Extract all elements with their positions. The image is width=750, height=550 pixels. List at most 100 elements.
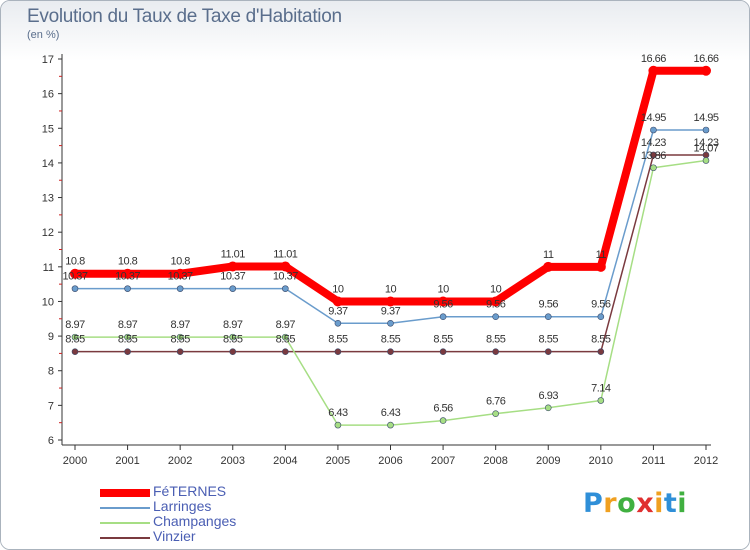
data-label: 9.56 xyxy=(433,299,453,311)
data-label: 7.14 xyxy=(591,383,611,395)
legend-swatch xyxy=(100,537,150,539)
x-tick-label: 2004 xyxy=(273,455,297,467)
data-label: 6.43 xyxy=(381,407,401,419)
logo-letter: o xyxy=(617,488,637,519)
data-label: 8.55 xyxy=(170,334,190,346)
data-label: 8.55 xyxy=(328,334,348,346)
data-label: 8.97 xyxy=(223,319,243,331)
data-point xyxy=(650,126,657,134)
y-tick-label: 17 xyxy=(42,54,54,66)
data-label: 10.37 xyxy=(220,271,245,283)
data-label: 10.37 xyxy=(62,271,87,283)
data-point xyxy=(490,296,501,307)
data-label: 10.8 xyxy=(65,256,85,268)
data-label: 9.56 xyxy=(486,299,506,311)
y-tick-label: 12 xyxy=(42,227,54,239)
data-point xyxy=(597,313,605,320)
data-label: 14.23 xyxy=(641,137,666,149)
logo-letter: i xyxy=(677,488,688,519)
data-point xyxy=(124,333,131,341)
x-tick-label: 2003 xyxy=(221,455,245,467)
x-tick-label: 2008 xyxy=(483,455,507,467)
x-tick-label: 2011 xyxy=(642,455,666,467)
x-tick-label: 2009 xyxy=(536,455,560,467)
data-label: 10.37 xyxy=(168,271,193,283)
proxiti-logo: Proxiti xyxy=(583,488,687,519)
data-label: 6.56 xyxy=(433,403,453,415)
data-label: 14.23 xyxy=(693,137,718,149)
y-tick-label: 11 xyxy=(43,262,54,274)
data-label: 13.86 xyxy=(641,150,666,162)
data-label: 10 xyxy=(490,283,502,295)
data-label: 16.66 xyxy=(693,53,718,65)
data-point xyxy=(332,296,343,307)
logo-letter: t xyxy=(663,488,678,519)
data-label: 9.56 xyxy=(591,299,611,311)
data-point xyxy=(385,296,396,307)
data-label: 8.55 xyxy=(381,334,401,346)
data-label: 8.55 xyxy=(118,334,138,346)
data-point xyxy=(650,164,657,172)
data-label: 6.76 xyxy=(486,396,506,408)
data-label: 9.37 xyxy=(381,305,401,317)
x-tick-label: 2001 xyxy=(115,455,139,467)
y-tick-label: 14 xyxy=(42,158,54,170)
data-label: 10 xyxy=(385,283,397,295)
data-point xyxy=(229,333,237,341)
legend-swatch xyxy=(100,507,150,509)
data-label: 6.43 xyxy=(328,407,348,419)
data-label: 14.95 xyxy=(641,112,666,124)
data-point xyxy=(282,348,289,355)
data-point xyxy=(702,157,710,164)
data-label: 10 xyxy=(332,283,344,295)
data-point xyxy=(176,348,184,355)
data-point xyxy=(227,261,238,272)
data-point xyxy=(439,313,447,320)
data-point xyxy=(229,285,237,292)
data-point xyxy=(702,126,710,134)
data-point xyxy=(229,348,237,355)
data-label: 8.97 xyxy=(118,319,138,331)
data-point xyxy=(71,333,79,341)
y-tick-label: 8 xyxy=(48,366,54,378)
y-tick-label: 9 xyxy=(48,331,54,343)
data-point xyxy=(597,397,605,404)
legend-label: FéTERNES xyxy=(153,483,227,499)
data-point xyxy=(282,285,289,292)
data-point xyxy=(282,333,289,341)
data-label: 10.37 xyxy=(273,271,298,283)
x-tick-label: 2006 xyxy=(378,455,402,467)
legend-swatch xyxy=(100,489,150,497)
data-point xyxy=(439,348,447,355)
data-label: 8.55 xyxy=(276,334,296,346)
data-label: 10.8 xyxy=(118,256,138,268)
data-label: 10.37 xyxy=(115,271,140,283)
data-point xyxy=(595,261,606,272)
x-tick-label: 2005 xyxy=(326,455,350,467)
data-point xyxy=(492,313,499,320)
data-label: 14.95 xyxy=(693,112,718,124)
x-tick-label: 2010 xyxy=(589,455,613,467)
y-tick-label: 6 xyxy=(48,435,54,447)
legend-label: Champanges xyxy=(153,513,237,529)
y-tick-label: 7 xyxy=(48,400,54,412)
data-point xyxy=(334,319,342,327)
data-point xyxy=(387,348,394,355)
data-label: 10 xyxy=(437,283,449,295)
x-tick-label: 2000 xyxy=(63,455,87,467)
x-tick-label: 2012 xyxy=(694,455,718,467)
data-point xyxy=(387,421,394,429)
data-point xyxy=(492,348,499,355)
data-label: 8.55 xyxy=(223,334,243,346)
data-label: 8.55 xyxy=(433,334,453,346)
data-point xyxy=(124,348,131,355)
data-point xyxy=(597,348,605,355)
data-point xyxy=(122,268,133,279)
data-label: 14.07 xyxy=(693,142,718,154)
y-tick-label: 15 xyxy=(42,123,54,135)
data-label: 11.01 xyxy=(273,248,298,260)
data-label: 8.55 xyxy=(539,334,559,346)
data-point xyxy=(650,151,657,159)
data-label: 11.01 xyxy=(221,248,246,260)
